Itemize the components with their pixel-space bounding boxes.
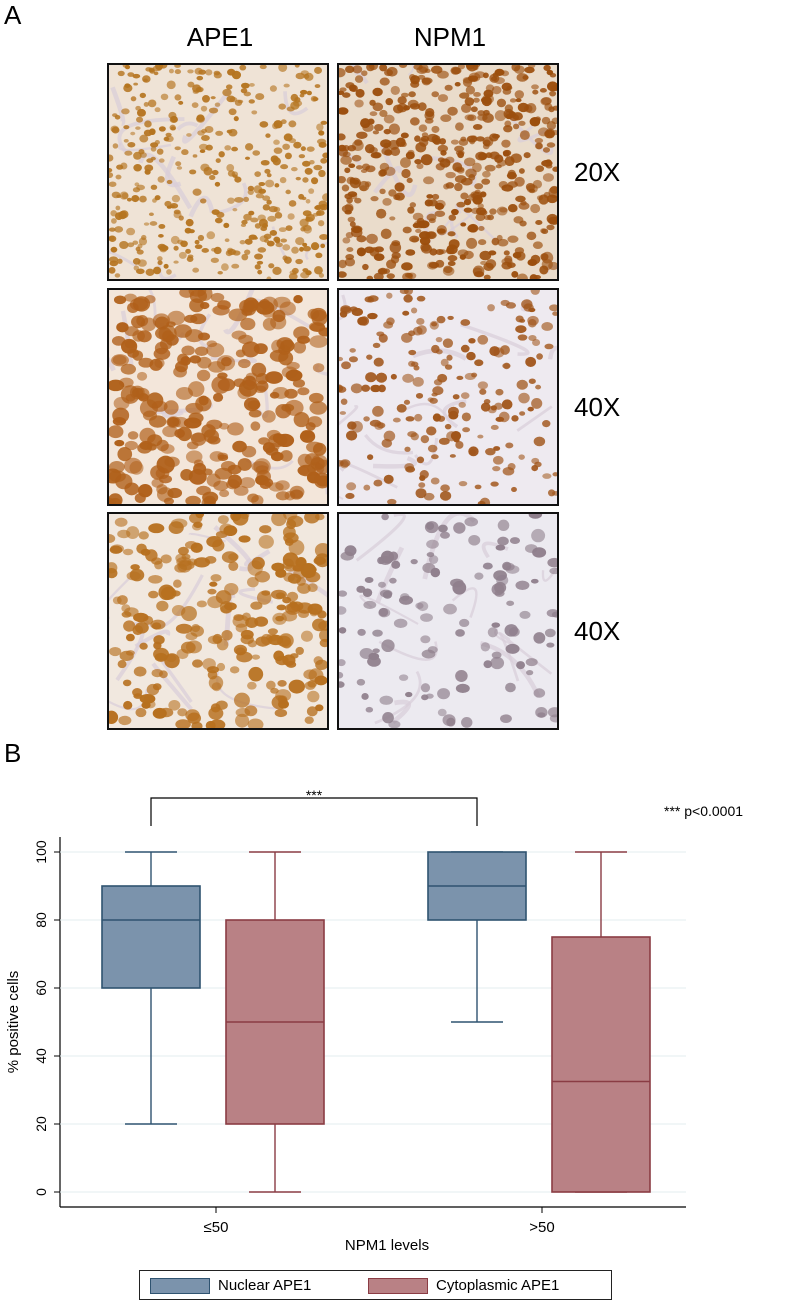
npm1-40x-image — [337, 288, 559, 506]
legend: Nuclear APE1 Cytoplasmic APE1 — [139, 1270, 612, 1300]
legend-label-nuclear: Nuclear APE1 — [218, 1277, 312, 1294]
column-title-npm1: NPM1 — [413, 22, 487, 52]
y-axis-label: % positive cells — [5, 971, 22, 1074]
box-nuclear-ape1-0 — [101, 851, 201, 1125]
npm1-20x-image — [337, 63, 559, 281]
significance-bracket — [150, 797, 478, 826]
ape1-20x-image — [107, 63, 329, 281]
box-cytoplasmic-ape1-0 — [225, 851, 325, 1193]
x-axis-label: NPM1 levels — [345, 1237, 429, 1254]
significance-marker: *** — [306, 787, 323, 803]
legend-label-cytoplasmic: Cytoplasmic APE1 — [436, 1277, 560, 1294]
y-tick-label-40: 40 — [33, 1048, 49, 1064]
y-tick-label-100: 100 — [33, 840, 49, 864]
box-plot: 0 20 40 60 80 100 % positive cells ≤50 >50 NPM1 l… — [5, 787, 686, 1254]
box-nuclear-ape1-1 — [427, 851, 527, 1023]
y-tick-label-60: 60 — [33, 980, 49, 996]
ape1-40x-image — [107, 288, 329, 506]
y-tick-label-20: 20 — [33, 1116, 49, 1132]
significance-note: *** p<0.0001 — [664, 803, 744, 819]
ape1-40x-b-image — [107, 512, 329, 730]
box-iqr — [101, 885, 201, 989]
magnification-label-20x: 20X — [574, 157, 621, 187]
magnification-label-40x: 40X — [574, 392, 621, 422]
legend-swatch-nuclear — [150, 1278, 210, 1295]
x-tick-label-1: >50 — [529, 1219, 554, 1236]
panel-a-label: A — [4, 0, 22, 30]
box-iqr — [551, 936, 651, 1193]
panel-b-label: B — [4, 738, 22, 768]
npm1-40x-b-image — [337, 512, 559, 730]
legend-item-nuclear: Nuclear APE1 — [150, 1276, 311, 1296]
box-cytoplasmic-ape1-1 — [551, 851, 651, 1193]
legend-swatch-cytoplasmic — [368, 1278, 428, 1295]
x-tick-label-0: ≤50 — [204, 1219, 229, 1236]
y-tick-label-0: 0 — [33, 1188, 49, 1196]
column-title-ape1: APE1 — [186, 22, 254, 52]
y-tick-label-80: 80 — [33, 912, 49, 928]
legend-item-cytoplasmic: Cytoplasmic APE1 — [368, 1276, 559, 1296]
magnification-label-40x-b: 40X — [574, 616, 621, 646]
